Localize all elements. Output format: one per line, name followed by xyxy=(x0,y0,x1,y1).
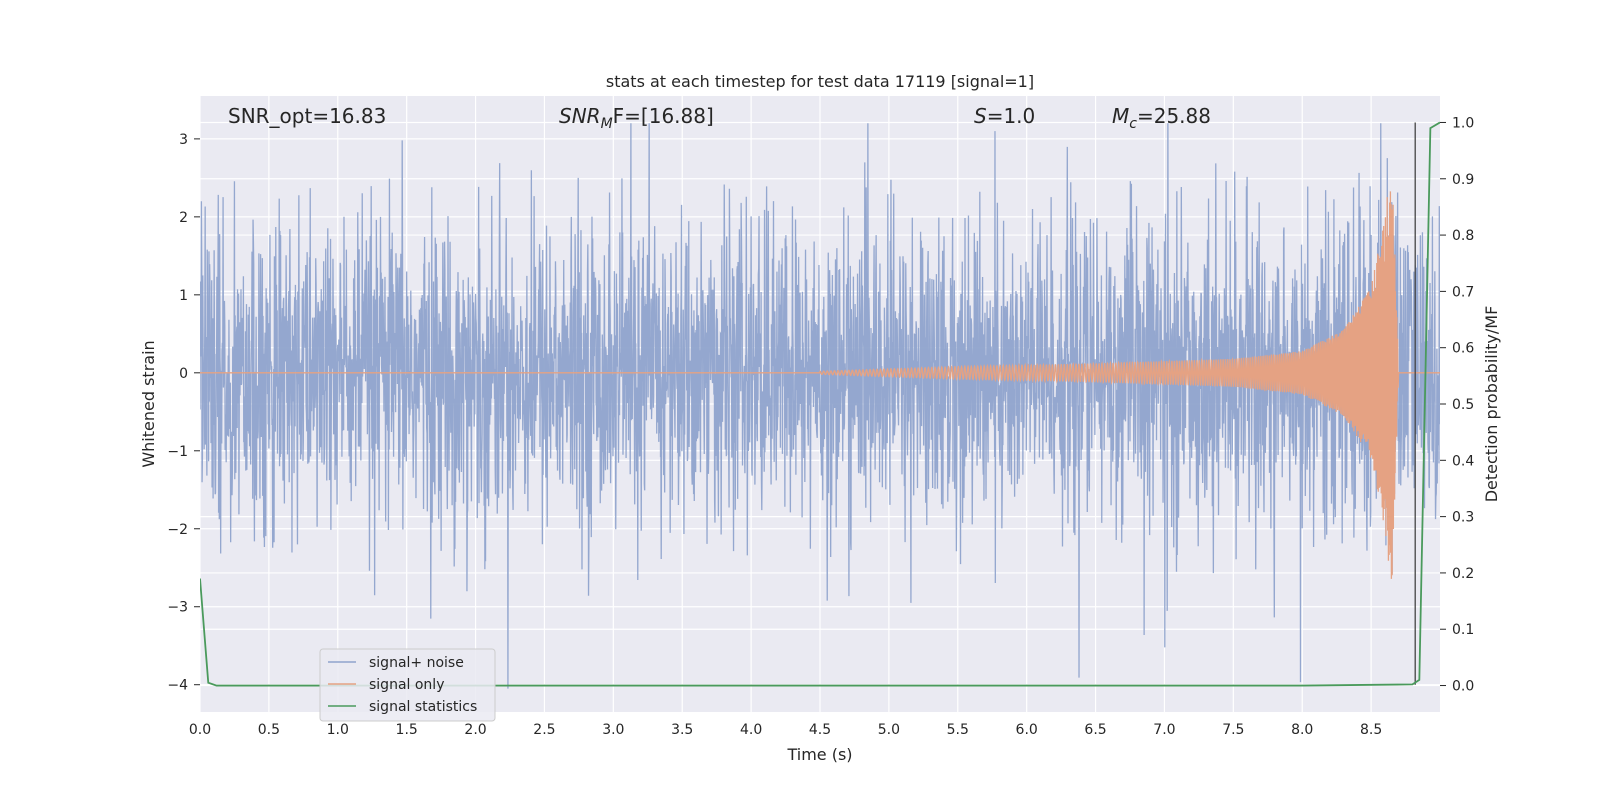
x-tick-label: 0.0 xyxy=(189,722,211,738)
snr-mf-base: SNR xyxy=(559,104,601,128)
x-tick-label: 5.0 xyxy=(878,722,900,738)
y-right-tick-label: 0.9 xyxy=(1452,172,1474,188)
legend-label-signal-only: signal only xyxy=(369,677,444,693)
x-tick-label: 3.0 xyxy=(602,722,624,738)
x-tick-label: 1.5 xyxy=(396,722,418,738)
y-right-tick-label: 0.5 xyxy=(1452,397,1474,413)
series-signal-statistics xyxy=(200,121,1440,687)
y-right-tick-label: 0.7 xyxy=(1452,284,1474,300)
y-right-tick-label: 0.6 xyxy=(1452,341,1474,357)
x-tick-label: 1.0 xyxy=(327,722,349,738)
y-right-tick-label: 0.1 xyxy=(1452,622,1474,638)
legend-label-signal-statistics: signal statistics xyxy=(369,699,477,715)
mc-base: M xyxy=(1112,104,1129,128)
x-tick-label: 6.0 xyxy=(1016,722,1038,738)
annotation-snr-mf: SNRMF=[16.88] xyxy=(559,104,714,132)
y-right-tick-label: 1.0 xyxy=(1452,115,1474,131)
y-right-tick-label: 0.3 xyxy=(1452,510,1474,526)
y-right-tick-label: 0.8 xyxy=(1452,228,1474,244)
x-tick-label: 8.5 xyxy=(1360,722,1382,738)
s-variable: S xyxy=(974,104,987,128)
legend-box xyxy=(319,648,496,722)
x-tick-label: 7.0 xyxy=(1153,722,1175,738)
x-tick-label: 6.5 xyxy=(1084,722,1106,738)
legend: signal+ noise signal only signal statist… xyxy=(319,648,496,722)
x-tick-label: 4.5 xyxy=(809,722,831,738)
chart-title: stats at each timestep for test data 171… xyxy=(606,72,1034,91)
annotation-snr-opt: SNR_opt=16.83 xyxy=(228,104,386,128)
tick-labels: 0.0 0.5 1.0 1.5 2.0 2.5 3.0 3.5 4.0 4.5 5.0 5.5 6.0 6… xyxy=(167,115,1474,738)
legend-label-signal-noise: signal+ noise xyxy=(369,655,464,671)
mc-value: =25.88 xyxy=(1137,104,1211,128)
s-value: =1.0 xyxy=(987,104,1036,128)
snr-mf-rest: F=[16.88] xyxy=(613,104,714,128)
series-signal-only xyxy=(200,191,1440,579)
x-tick-label: 0.5 xyxy=(258,722,280,738)
mc-subscript: c xyxy=(1129,116,1137,132)
annotation-mc: Mc=25.88 xyxy=(1112,104,1211,132)
x-tick-label: 2.0 xyxy=(464,722,486,738)
x-tick-label: 7.5 xyxy=(1222,722,1244,738)
x-tick-label: 3.5 xyxy=(671,722,693,738)
y-tick-label: 2 xyxy=(179,210,188,226)
x-tick-label: 2.5 xyxy=(533,722,555,738)
y-tick-label: −4 xyxy=(167,678,188,694)
annotation-s: S=1.0 xyxy=(974,104,1035,128)
y-tick-label: −1 xyxy=(167,444,188,460)
x-tick-label: 4.0 xyxy=(740,722,762,738)
x-tick-label: 8.0 xyxy=(1291,722,1313,738)
y-tick-label: 0 xyxy=(179,366,188,382)
y-axis-label-right: Detection probability/MF xyxy=(1482,306,1501,503)
y-right-tick-label: 0.4 xyxy=(1452,453,1474,469)
series-signal-noise xyxy=(200,123,1440,689)
snr-mf-subscript: M xyxy=(601,116,613,132)
y-right-tick-label: 0.2 xyxy=(1452,566,1474,582)
x-tick-label: 5.5 xyxy=(947,722,969,738)
y-tick-label: −3 xyxy=(167,600,188,616)
y-axis-label: Whitened strain xyxy=(139,340,158,467)
y-tick-label: −2 xyxy=(167,522,188,538)
series-layer xyxy=(200,121,1440,689)
y-right-tick-label: 0.0 xyxy=(1452,679,1474,695)
y-tick-label: 3 xyxy=(179,132,188,148)
y-tick-label: 1 xyxy=(179,288,188,304)
x-axis-label: Time (s) xyxy=(786,745,852,764)
